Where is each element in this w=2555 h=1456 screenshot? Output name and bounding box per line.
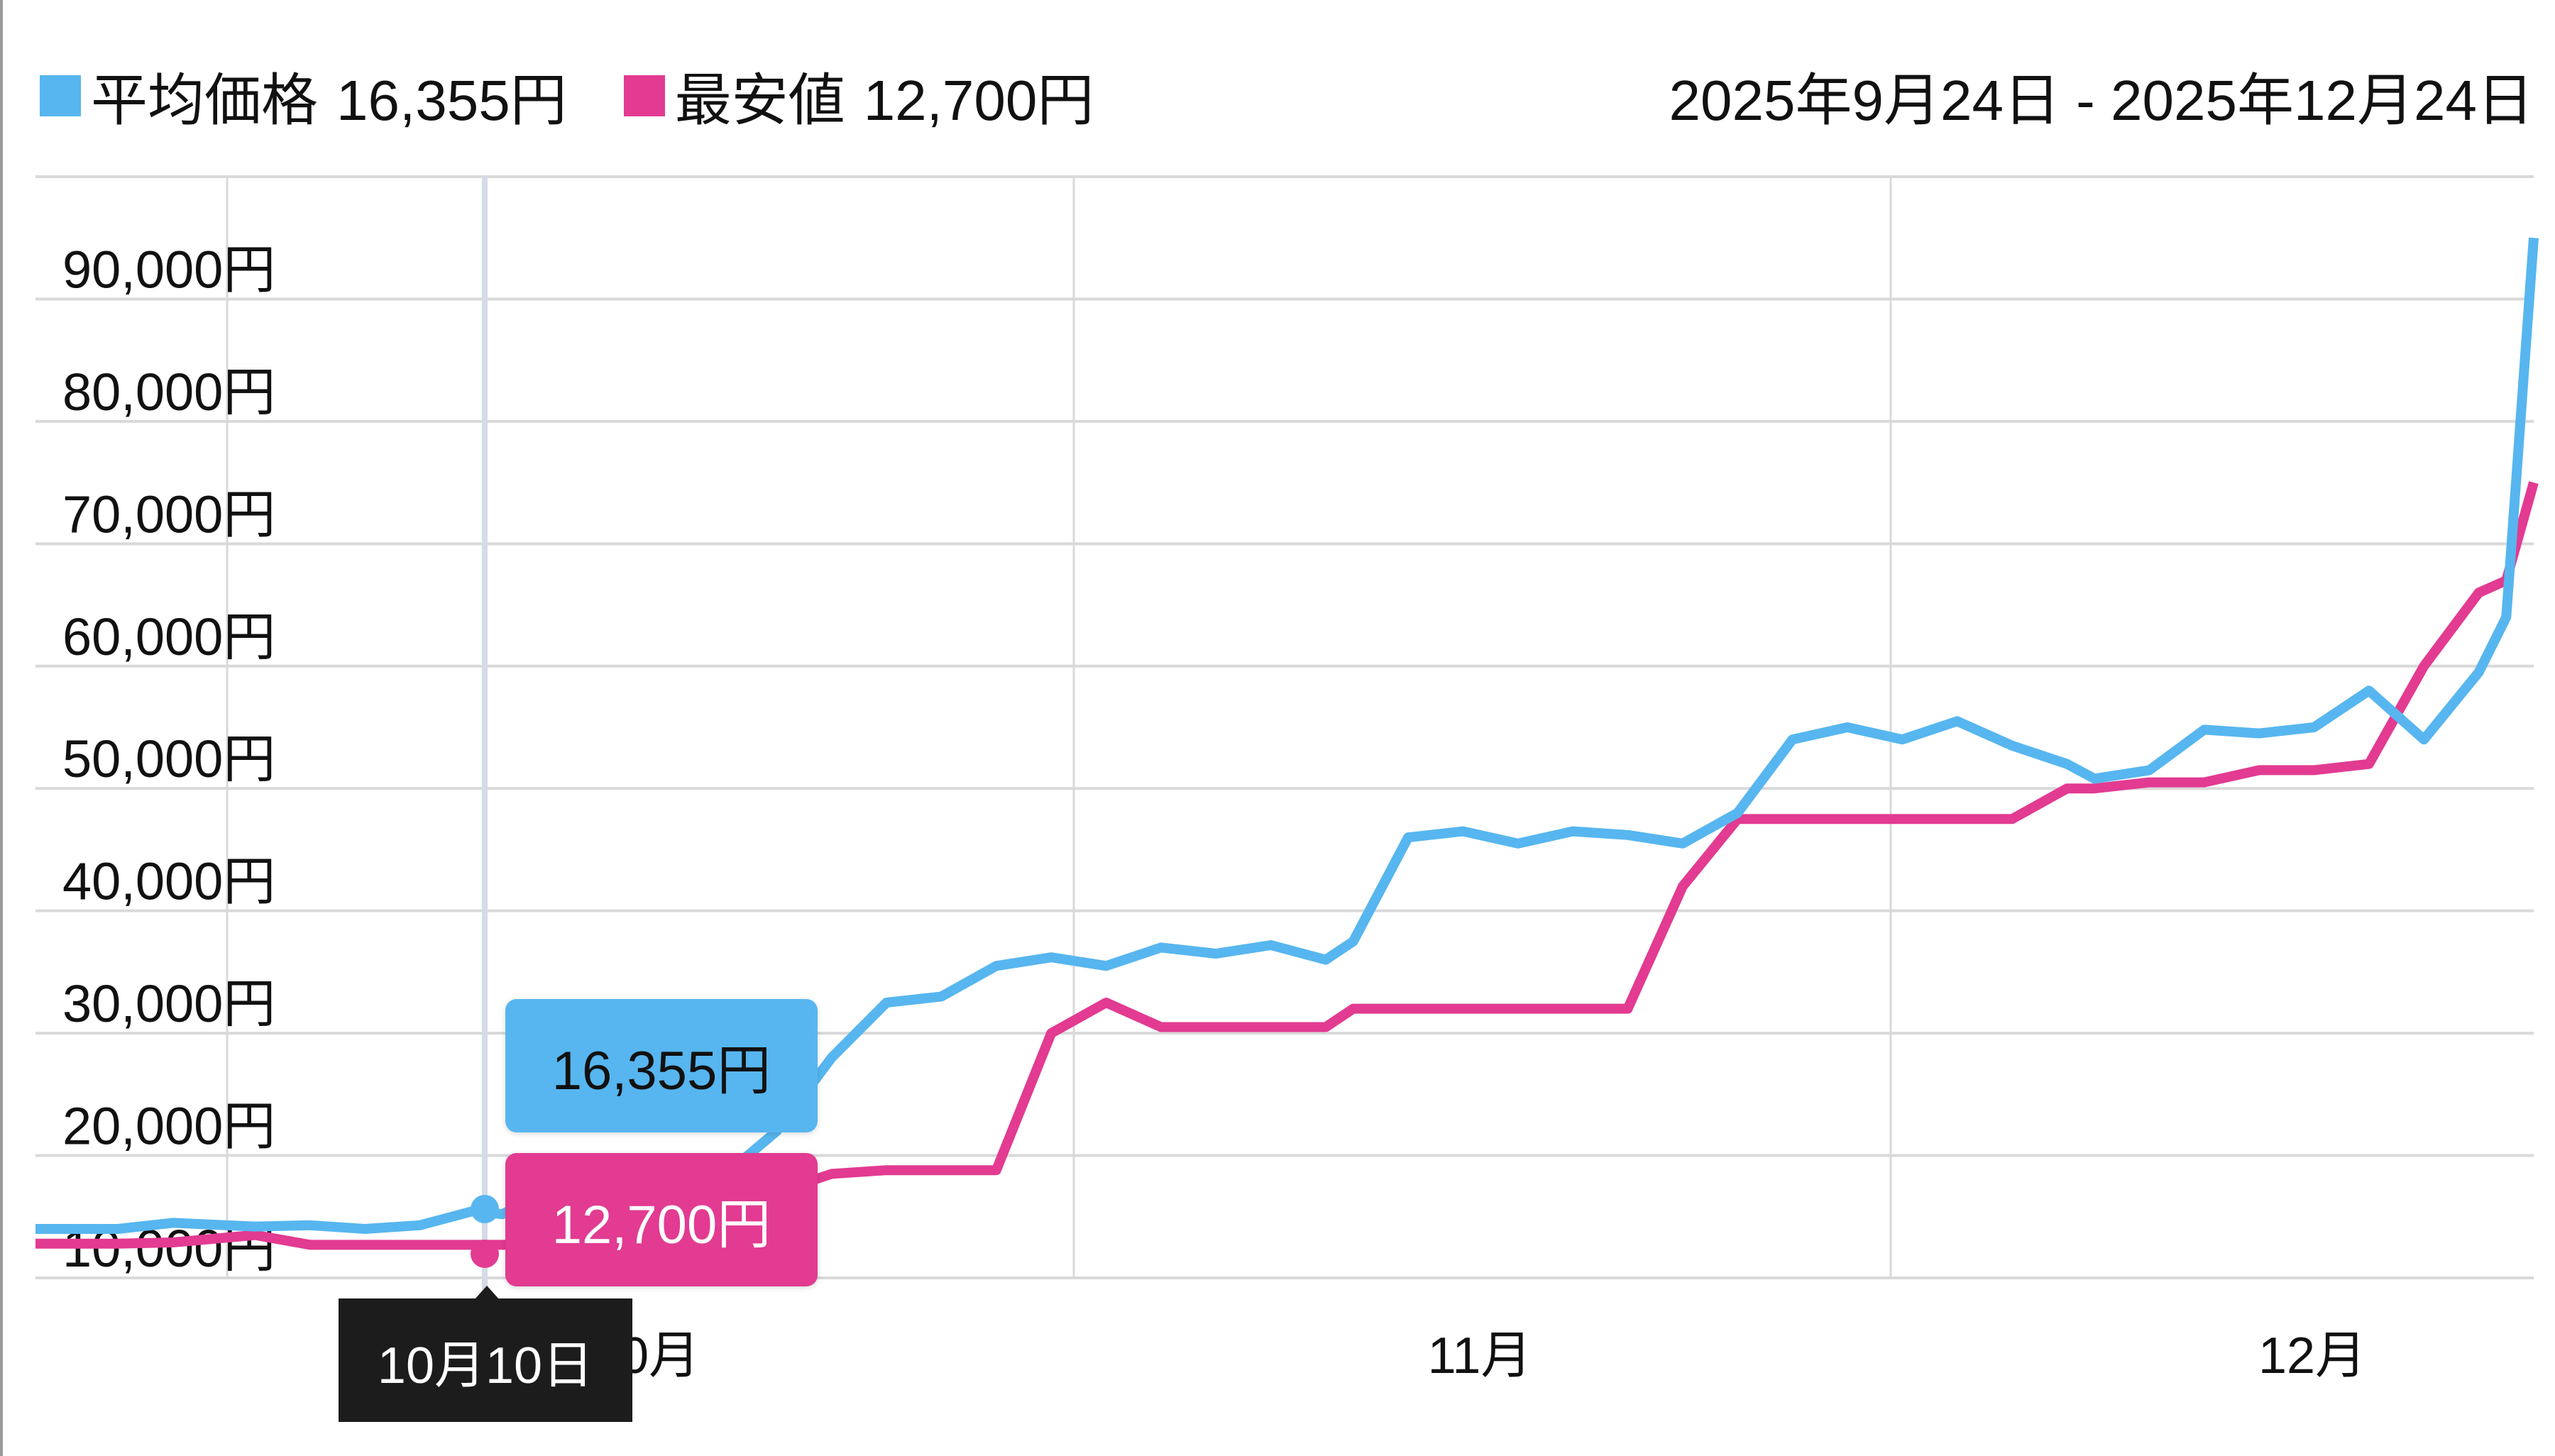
tooltip-date-pointer-icon <box>474 1286 500 1300</box>
min-price-line[interactable] <box>35 481 2539 1250</box>
tooltip-min-value: 12,700円 <box>505 1153 818 1286</box>
x-axis-labels: 10月 11月 12月 <box>592 1328 2366 1384</box>
y-axis-labels: 10,000円20,000円30,000円40,000円50,000円60,00… <box>62 240 275 1278</box>
x-tick-label: 11月 <box>1428 1328 1532 1384</box>
grid-lines <box>35 175 2534 1279</box>
legend-label-average: 平均価格 <box>91 69 318 132</box>
y-tick-label: 70,000円 <box>62 485 275 544</box>
tooltip-average-value: 16,355円 <box>505 999 818 1132</box>
date-range: 2025年9月24日 - 2025年12月24日 <box>1669 69 2534 132</box>
y-tick-label: 40,000円 <box>62 852 275 911</box>
y-tick-label: 20,000円 <box>62 1097 275 1156</box>
y-tick-label: 90,000円 <box>62 240 275 299</box>
y-tick-label: 60,000円 <box>62 607 275 666</box>
legend-item-min[interactable]: 最安値 12,700円 <box>623 55 1094 137</box>
panel-left-border <box>0 0 3 1456</box>
y-tick-label: 80,000円 <box>62 363 275 421</box>
avg-selected-point <box>471 1195 499 1223</box>
average-swatch-icon <box>40 75 81 116</box>
y-tick-label: 30,000円 <box>62 974 275 1033</box>
x-tick-label: 12月 <box>2258 1328 2366 1384</box>
average-price-line[interactable] <box>35 237 2539 1234</box>
legend-value-average: 16,355円 <box>336 69 567 132</box>
legend-item-average[interactable]: 平均価格 16,355円 <box>40 55 567 137</box>
legend-label-min: 最安値 <box>674 69 845 132</box>
legend-value-min: 12,700円 <box>863 69 1094 132</box>
tooltip-date: 10月10日 <box>339 1298 632 1422</box>
min-swatch-icon <box>623 75 665 116</box>
y-tick-label: 50,000円 <box>62 729 275 788</box>
min-selected-point <box>471 1240 499 1268</box>
legend: 平均価格 16,355円 最安値 12,700円 <box>40 57 1150 135</box>
